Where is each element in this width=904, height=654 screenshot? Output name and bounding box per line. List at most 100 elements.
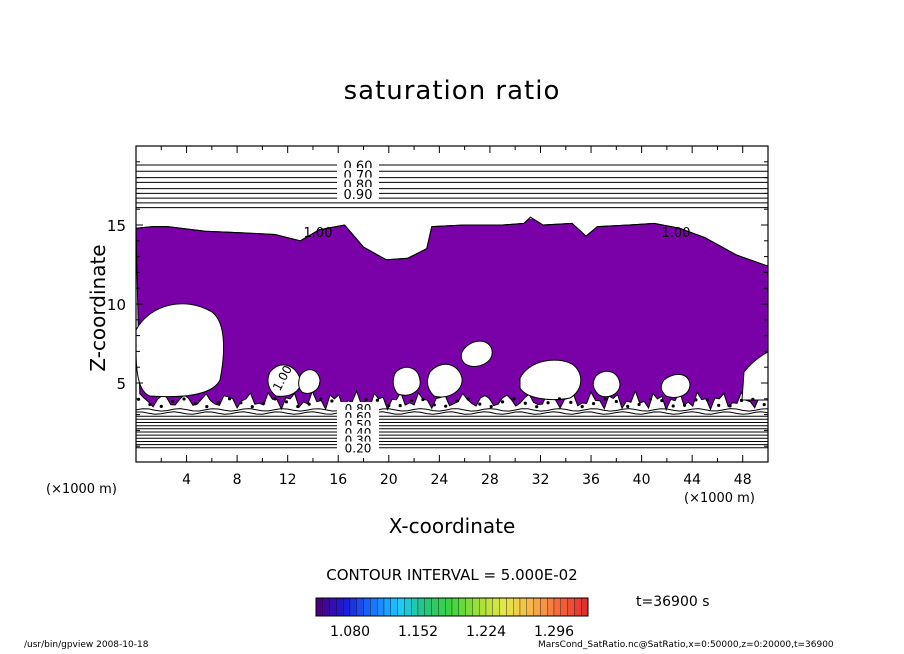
lower-contour-line: [136, 408, 768, 412]
inline-contour-label: 1.00: [662, 226, 691, 241]
upper-contour-label: 0.90: [344, 188, 373, 203]
colorbar-cell: [417, 597, 425, 617]
fine-contour-speck: [375, 398, 380, 402]
fine-contour-speck: [193, 402, 198, 406]
colorbar-cell: [390, 597, 398, 617]
fine-contour-speck: [227, 397, 232, 401]
colorbar-cell: [445, 597, 453, 617]
fine-contour-speck: [296, 404, 300, 409]
cloud-top-contour: [136, 216, 768, 267]
colorbar-cell: [336, 597, 344, 617]
fine-contour-speck: [637, 402, 641, 407]
fine-contour-speck: [318, 397, 323, 401]
subsaturated-pocket: [267, 364, 302, 397]
colorbar-cell: [451, 597, 459, 617]
fine-contour-speck: [216, 400, 220, 404]
subsaturated-pocket: [426, 363, 463, 398]
x-tick-label: 20: [380, 472, 398, 488]
fine-contour-speck: [569, 400, 573, 404]
fine-contour-speck: [682, 403, 687, 407]
fine-contour-speck: [364, 397, 368, 402]
colorbar-cell: [553, 597, 561, 617]
fine-contour-speck: [717, 403, 721, 407]
colorbar-cell: [499, 597, 507, 617]
fine-contour-speck: [432, 403, 436, 407]
x-tick-label: 12: [279, 472, 297, 488]
colorbar-cell: [438, 597, 446, 617]
colorbar-cell: [533, 597, 541, 617]
fine-contour-speck: [148, 402, 152, 407]
colorbar-cell: [411, 597, 419, 617]
subsaturated-pocket: [519, 359, 582, 401]
footer-program-date: /usr/bin/gpview 2008-10-18: [24, 640, 149, 650]
colorbar-cell: [458, 597, 466, 617]
colorbar-cell: [315, 597, 323, 617]
x-axis-unit-right: (×1000 m): [684, 491, 755, 506]
subsaturated-pocket: [660, 374, 691, 398]
colorbar-cell: [540, 597, 548, 617]
fine-contour-speck: [205, 405, 209, 409]
colorbar-cell: [479, 597, 487, 617]
x-tick-label: 24: [430, 472, 448, 488]
colorbar-cell: [519, 597, 527, 617]
colorbar-cell: [567, 597, 575, 617]
colorbar-cell: [322, 597, 330, 617]
fine-contour-speck: [762, 402, 766, 407]
subsaturated-pocket: [136, 303, 225, 398]
colorbar-cell: [560, 597, 568, 617]
fine-contour-speck: [136, 397, 141, 401]
colorbar-cell: [370, 597, 378, 617]
plot-area: [136, 164, 768, 449]
subsaturated-pocket: [460, 340, 493, 367]
colorbar-cell: [526, 597, 534, 617]
fine-contour-speck: [455, 399, 459, 403]
colorbar-cell: [506, 597, 514, 617]
colorbar-cell: [404, 597, 412, 617]
x-tick-label: 16: [329, 472, 347, 488]
colorbar-cell: [377, 597, 385, 617]
fine-contour-speck: [273, 397, 277, 401]
fine-contour-speck: [660, 399, 664, 403]
fine-contour-speck: [626, 404, 630, 408]
x-tick-label: 4: [182, 472, 191, 488]
contour-label-bg: [337, 441, 379, 454]
lower-contour-label: 0.20: [345, 442, 372, 456]
colorbar-cell: [424, 597, 432, 617]
fine-contour-speck: [580, 405, 584, 409]
colorbar-cell: [383, 597, 391, 617]
fine-contour-speck: [466, 397, 471, 401]
contour-interval-label: CONTOUR INTERVAL = 5.000E-02: [326, 566, 578, 584]
colorbar-cell: [431, 597, 439, 617]
fine-contour-speck: [728, 404, 732, 408]
colorbar-cell: [547, 597, 555, 617]
colorbar-cell: [363, 597, 371, 617]
fine-contour-speck: [444, 404, 448, 408]
fine-contour-speck: [614, 399, 618, 404]
colorbar-tick-label: 1.296: [534, 624, 574, 640]
x-axis-label: X-coordinate: [388, 514, 516, 538]
inline-contour-label: 1.00: [304, 226, 333, 241]
contour-label-bg: [337, 186, 379, 200]
fine-contour-speck: [250, 405, 254, 409]
colorbar-cell: [465, 597, 473, 617]
colorbar-cell: [492, 597, 500, 617]
fine-contour-speck: [603, 397, 607, 401]
fine-contour-speck: [239, 401, 243, 405]
fine-contour-speck: [500, 400, 505, 404]
fine-contour-speck: [694, 398, 698, 402]
fine-contour-speck: [387, 404, 391, 408]
x-tick-label: 40: [633, 472, 651, 488]
subsaturated-pocket: [592, 370, 621, 398]
fine-contour-speck: [182, 397, 186, 401]
lower-contour-line: [136, 411, 768, 415]
fine-contour-speck: [421, 397, 425, 402]
subsaturated-pocket: [741, 351, 768, 401]
fine-contour-speck: [489, 404, 493, 409]
colorbar-cell: [397, 597, 405, 617]
y-axis-label: Z-coordinate: [86, 244, 110, 372]
y-tick-label: 10: [107, 296, 126, 314]
y-tick-label: 15: [107, 217, 126, 235]
fine-contour-speck: [512, 397, 516, 401]
fine-contour-speck: [262, 401, 266, 405]
footer-data-source: MarsCond_SatRatio.nc@SatRatio,x=0:50000,…: [538, 640, 834, 650]
